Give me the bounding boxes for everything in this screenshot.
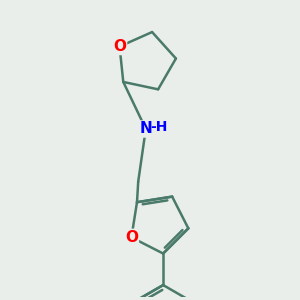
Text: O: O xyxy=(125,230,138,245)
Text: O: O xyxy=(113,39,126,54)
Text: -H: -H xyxy=(151,120,168,134)
Text: N: N xyxy=(140,122,152,136)
